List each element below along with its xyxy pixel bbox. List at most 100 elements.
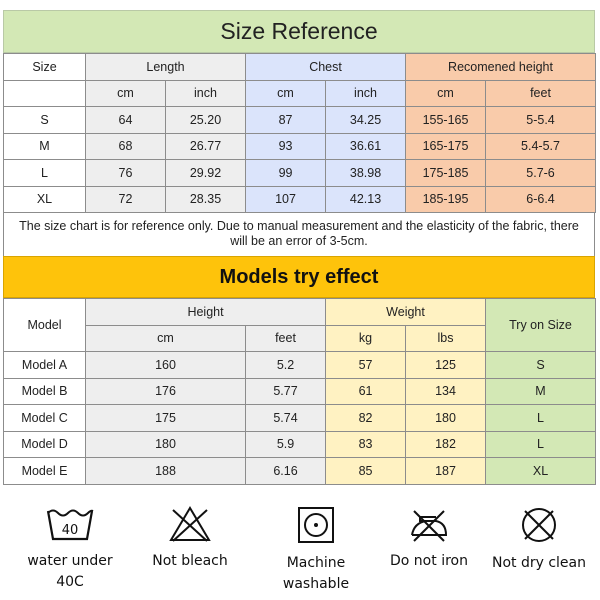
care-label-line: Machine washable [282, 555, 350, 592]
model-row: Model A 160 5.2 57 125 S [3, 351, 597, 379]
table-cell: 6.16 [244, 457, 327, 485]
table-cell: 61 [325, 377, 407, 405]
table-cell: 5.4-5.7 [485, 132, 597, 160]
care-item-iron: Do not iron [374, 505, 484, 572]
height-header: Recomened height [405, 53, 597, 81]
models-header-row: Model Height Weight Try on Size [3, 298, 597, 352]
model-name-cell: Model B [3, 377, 86, 405]
care-label-line: water under [27, 553, 113, 569]
care-label: Not dry clean [492, 553, 586, 574]
table-cell: 83 [325, 430, 407, 458]
size-label-cell: L [3, 159, 86, 187]
care-item-bleach: Not bleach [135, 505, 245, 572]
care-label-line: Not dry clean [491, 555, 586, 571]
size-header-row: Size Length Chest Recomened height [3, 53, 597, 81]
table-cell: 34.25 [325, 106, 407, 134]
table-cell: 176 [85, 377, 246, 405]
table-cell: 85 [325, 457, 407, 485]
unit-cell: inch [164, 79, 247, 107]
care-label-line: 40C [56, 574, 84, 590]
table-cell: 5.77 [244, 377, 327, 405]
table-cell: 175 [85, 404, 246, 432]
care-item-machine-wash: Machine washable [261, 505, 371, 595]
table-cell: 5.9 [244, 430, 327, 458]
unit-cell-blank [3, 79, 86, 107]
model-row: Model E 188 6.16 85 187 XL [3, 457, 597, 485]
unit-cell: cm [85, 79, 166, 107]
size-row: M 68 26.77 93 36.61 165-175 5.4-5.7 [3, 132, 597, 160]
table-cell: 187 [405, 457, 487, 485]
table-cell: 5-5.4 [485, 106, 597, 134]
table-cell: 29.92 [164, 159, 247, 187]
unit-cell: lbs [405, 324, 487, 352]
care-label: Do not iron [390, 551, 468, 572]
model-name-cell: Model D [3, 430, 86, 458]
table-cell: 175-185 [405, 159, 487, 187]
model-name-cell: Model E [3, 457, 86, 485]
table-cell: 42.13 [325, 185, 407, 213]
unit-cell: cm [85, 324, 246, 352]
unit-cell: cm [405, 79, 487, 107]
table-cell: 87 [245, 106, 327, 134]
unit-cell: feet [244, 324, 327, 352]
unit-cell: cm [245, 79, 327, 107]
unit-cell: kg [325, 324, 407, 352]
table-cell: 76 [85, 159, 166, 187]
table-cell: 125 [405, 351, 487, 379]
no-iron-icon [411, 510, 448, 542]
care-label-line: Do not iron [390, 553, 468, 569]
table-cell: 38.98 [325, 159, 407, 187]
model-header: Model [3, 298, 86, 352]
unit-cell: inch [325, 79, 407, 107]
table-cell: 82 [325, 404, 407, 432]
table-cell: M [485, 377, 597, 405]
table-cell: 180 [405, 404, 487, 432]
models-try-effect-title: Models try effect [3, 256, 595, 298]
models-table: Model Height Weight Try on Size cm feet … [3, 298, 597, 485]
care-item-wash: 40 water under 40C [15, 505, 125, 593]
size-row: L 76 29.92 99 38.98 175-185 5.7-6 [3, 159, 597, 187]
table-cell: 134 [405, 377, 487, 405]
table-cell: S [485, 351, 597, 379]
care-label: Not bleach [152, 551, 228, 572]
table-cell: 188 [85, 457, 246, 485]
table-cell: 180 [85, 430, 246, 458]
table-cell: 185-195 [405, 185, 487, 213]
table-cell: 64 [85, 106, 166, 134]
size-reference-table: Size Length Chest Recomened height cm in… [3, 53, 597, 213]
machine-wash-icon [298, 507, 334, 543]
size-reference-title: Size Reference [3, 10, 595, 53]
model-row: Model D 180 5.9 83 182 L [3, 430, 597, 458]
model-name-cell: Model C [3, 404, 86, 432]
length-header: Length [84, 53, 247, 81]
table-cell: 5.2 [244, 351, 327, 379]
models-unit-row: cm feet kg lbs [4, 324, 596, 352]
table-cell: 182 [405, 430, 487, 458]
unit-cell: feet [485, 79, 597, 107]
table-cell: 25.20 [164, 106, 247, 134]
care-label-line: Not bleach [152, 553, 228, 569]
table-cell: 155-165 [405, 106, 487, 134]
model-row: Model C 175 5.74 82 180 L [3, 404, 597, 432]
table-cell: L [485, 430, 597, 458]
care-item-dry-clean: Not dry clean [484, 505, 594, 574]
no-bleach-icon [169, 506, 211, 542]
wash-40-icon: 40 [46, 509, 94, 541]
try-on-size-header: Try on Size [485, 298, 597, 352]
size-chart-note: The size chart is for reference only. Du… [3, 212, 595, 256]
no-dry-clean-icon [522, 508, 556, 542]
table-cell: 57 [325, 351, 407, 379]
table-cell: 6-6.4 [485, 185, 597, 213]
table-cell: L [485, 404, 597, 432]
table-cell: 165-175 [405, 132, 487, 160]
height-header: Height [84, 298, 327, 326]
table-cell: 93 [245, 132, 327, 160]
weight-header: Weight [325, 298, 487, 326]
size-label-cell: XL [3, 185, 86, 213]
table-cell: 107 [245, 185, 327, 213]
table-cell: 28.35 [164, 185, 247, 213]
model-name-cell: Model A [3, 351, 86, 379]
chest-header: Chest [245, 53, 407, 81]
table-cell: 99 [245, 159, 327, 187]
